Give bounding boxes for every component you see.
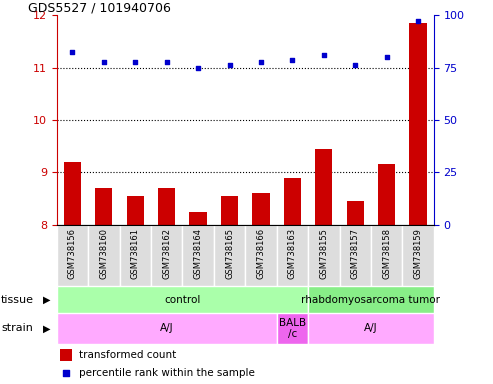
Bar [57,313,277,344]
Point [131,60,139,66]
Text: percentile rank within the sample: percentile rank within the sample [79,367,255,377]
Text: GSM738156: GSM738156 [68,228,77,279]
Text: control: control [164,295,201,305]
Bar [57,225,88,286]
Bar [371,225,402,286]
Text: GSM738155: GSM738155 [319,228,328,278]
Bar [151,225,182,286]
Text: GSM738159: GSM738159 [414,228,423,278]
Bar [182,225,214,286]
Bar [127,196,144,225]
Text: GSM738163: GSM738163 [288,228,297,279]
Point [383,54,390,60]
Text: A/J: A/J [364,323,378,333]
Point [352,62,359,68]
Bar [214,225,246,286]
Bar [378,164,395,225]
Bar [61,349,72,361]
Bar [277,225,308,286]
Point [257,60,265,66]
Text: BALB
/c: BALB /c [279,318,306,339]
Bar [315,149,332,225]
Bar [252,193,270,225]
Text: strain: strain [1,323,33,333]
Bar [340,225,371,286]
Text: ▶: ▶ [43,295,50,305]
Bar [308,313,434,344]
Bar [308,225,340,286]
Text: GSM738166: GSM738166 [256,228,266,279]
Point [62,369,70,376]
Bar [95,188,112,225]
Text: GSM738157: GSM738157 [351,228,360,279]
Point [163,60,171,66]
Bar [64,162,81,225]
Text: GDS5527 / 101940706: GDS5527 / 101940706 [29,1,171,14]
Bar [277,313,308,344]
Text: ▶: ▶ [43,323,50,333]
Text: GSM738162: GSM738162 [162,228,171,279]
Text: GSM738158: GSM738158 [382,228,391,279]
Point [69,49,76,55]
Text: rhabdomyosarcoma tumor: rhabdomyosarcoma tumor [302,295,440,305]
Bar [402,225,434,286]
Bar [221,196,238,225]
Point [414,18,422,24]
Bar [410,23,427,225]
Bar [158,188,176,225]
Point [194,65,202,71]
Bar [119,225,151,286]
Text: tissue: tissue [1,295,34,305]
Text: GSM738165: GSM738165 [225,228,234,279]
Bar [245,225,277,286]
Text: GSM738160: GSM738160 [99,228,108,279]
Bar [284,177,301,225]
Bar [347,201,364,225]
Bar [88,225,119,286]
Point [288,57,296,63]
Bar [189,212,207,225]
Text: A/J: A/J [160,323,174,333]
Bar [57,286,308,313]
Bar [308,286,434,313]
Point [100,60,108,66]
Point [226,62,234,68]
Text: transformed count: transformed count [79,350,176,360]
Text: GSM738161: GSM738161 [131,228,140,279]
Point [320,51,328,58]
Text: GSM738164: GSM738164 [194,228,203,279]
